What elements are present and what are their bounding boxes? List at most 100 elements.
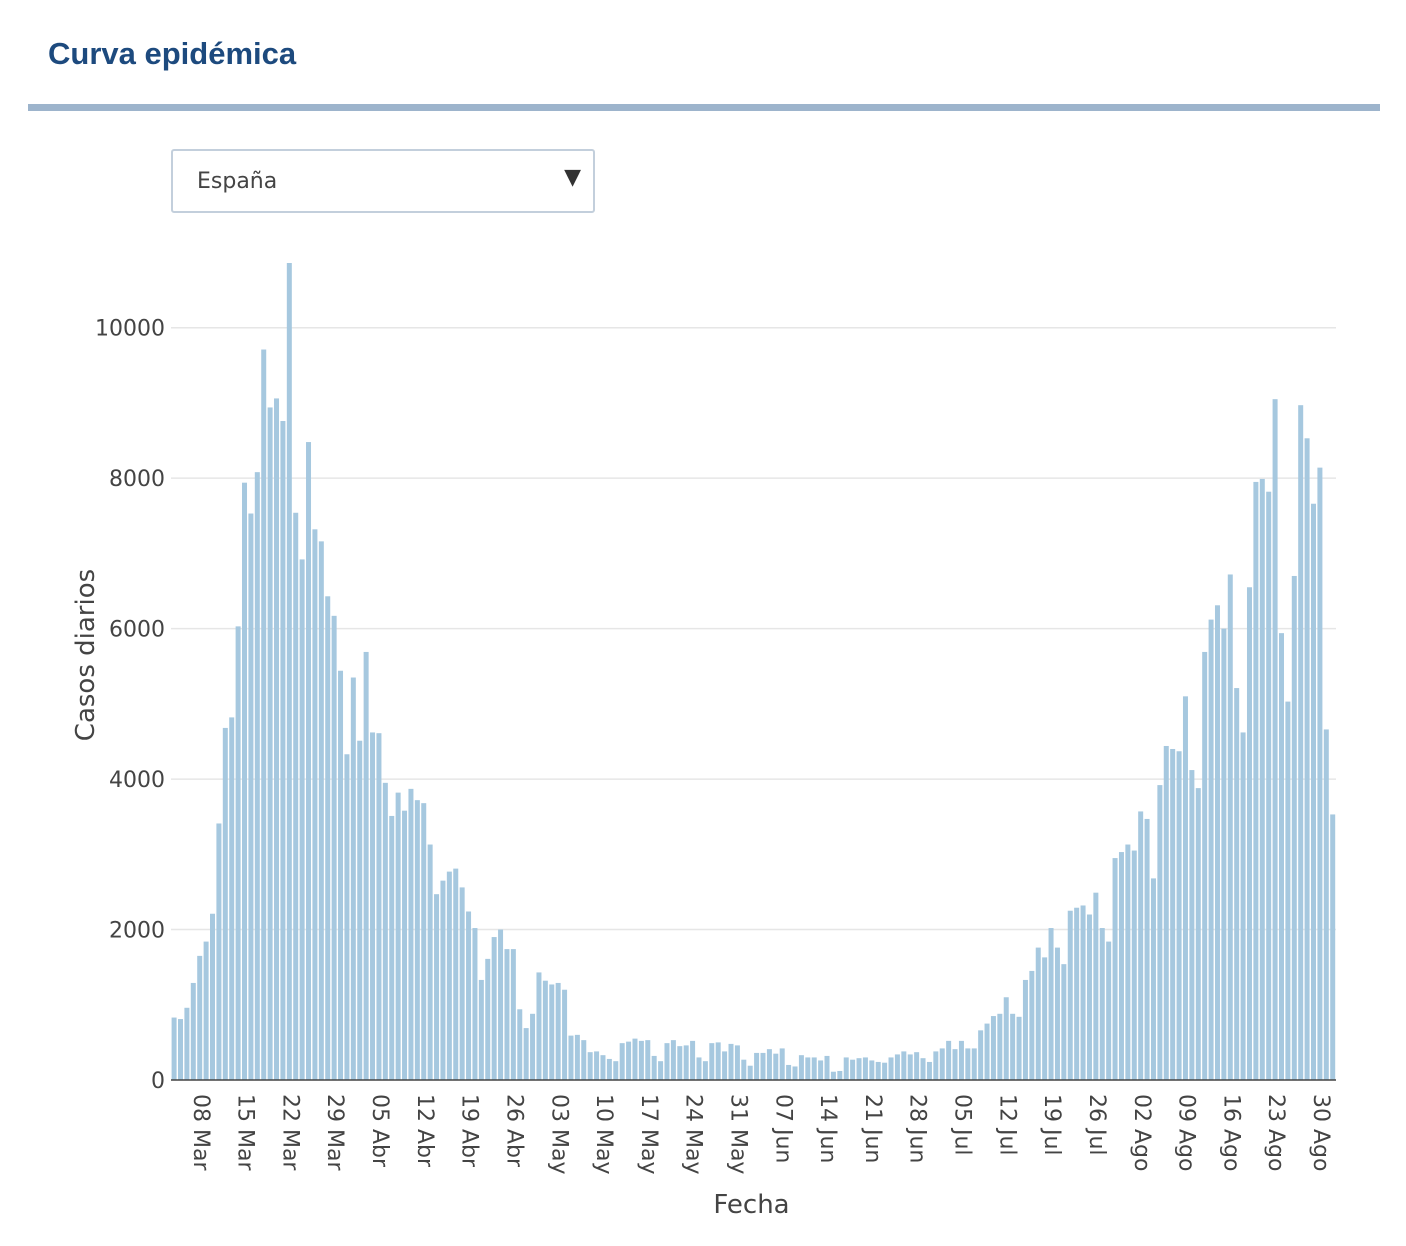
bar: [798, 1055, 804, 1080]
bar: [1054, 947, 1060, 1080]
bar: [1330, 814, 1336, 1080]
bar: [408, 788, 414, 1080]
x-tick-label: 10 May: [591, 1094, 616, 1174]
bar: [587, 1052, 593, 1080]
bar: [1061, 964, 1067, 1080]
bar: [728, 1043, 734, 1080]
bar: [830, 1071, 836, 1080]
bar: [811, 1057, 817, 1080]
bar: [613, 1061, 619, 1080]
bar: [427, 844, 433, 1080]
bar: [862, 1057, 868, 1080]
bar: [510, 949, 516, 1080]
bar: [229, 717, 235, 1080]
bar: [517, 1009, 523, 1080]
bar: [690, 1040, 696, 1080]
bar: [568, 1035, 574, 1080]
bar: [670, 1040, 676, 1080]
bar: [1182, 696, 1188, 1080]
bar: [997, 1013, 1003, 1080]
bar: [280, 420, 286, 1080]
x-tick-label: 19 Jul: [1039, 1094, 1064, 1156]
bar: [626, 1041, 632, 1080]
bar: [734, 1045, 740, 1080]
bar: [286, 263, 292, 1080]
bar: [1067, 910, 1073, 1080]
bar: [190, 982, 196, 1080]
bar: [222, 727, 228, 1080]
bar: [318, 541, 324, 1080]
bar: [1118, 852, 1124, 1080]
bar: [555, 982, 561, 1080]
bar: [178, 1019, 183, 1080]
bar: [805, 1057, 811, 1080]
bar: [658, 1061, 664, 1080]
x-tick-label: 26 Jul: [1084, 1094, 1109, 1156]
bar: [1202, 651, 1208, 1080]
bar: [459, 887, 465, 1080]
bar: [357, 740, 363, 1080]
bar: [1253, 481, 1259, 1080]
y-tick-label: 2000: [109, 919, 165, 944]
bar: [894, 1054, 900, 1080]
bar: [696, 1057, 702, 1080]
bar: [869, 1060, 875, 1080]
y-tick-label: 6000: [109, 618, 165, 643]
bar: [1042, 957, 1048, 1080]
bar: [1278, 633, 1284, 1080]
bar: [1259, 478, 1265, 1080]
bar: [952, 1049, 958, 1080]
bar: [888, 1057, 894, 1080]
bar: [754, 1052, 760, 1080]
bar: [933, 1051, 939, 1080]
bar: [747, 1065, 753, 1080]
bar: [370, 732, 376, 1080]
bar: [901, 1051, 907, 1080]
bar: [344, 754, 350, 1080]
bar: [1189, 770, 1195, 1080]
bar: [1246, 587, 1252, 1080]
bar: [1080, 905, 1086, 1080]
y-tick-label: 0: [151, 1069, 165, 1094]
bar: [1074, 907, 1080, 1080]
region-select[interactable]: España ▼: [171, 149, 595, 213]
bar: [376, 733, 382, 1080]
bar: [926, 1061, 932, 1080]
bar: [1214, 605, 1220, 1080]
y-axis-title: Casos diarios: [71, 569, 101, 741]
bar: [939, 1048, 945, 1080]
bar: [235, 626, 241, 1080]
bar: [600, 1055, 606, 1080]
bar: [1195, 788, 1201, 1080]
bar: [1138, 811, 1144, 1080]
x-tick-label: 23 Ago: [1263, 1094, 1288, 1171]
bar: [478, 979, 484, 1080]
y-tick-label: 4000: [109, 768, 165, 793]
bar: [677, 1046, 683, 1080]
x-tick-label: 22 Mar: [277, 1094, 302, 1171]
bar: [837, 1070, 843, 1080]
x-tick-label: 12 Jul: [994, 1094, 1019, 1156]
bar: [530, 1013, 536, 1080]
x-tick-label: 02 Ago: [1129, 1094, 1154, 1171]
bar: [715, 1042, 721, 1080]
bar: [1048, 928, 1054, 1080]
bar: [619, 1043, 625, 1080]
bar: [389, 815, 395, 1080]
x-tick-label: 12 Abr: [412, 1094, 437, 1168]
bar: [1266, 491, 1272, 1081]
x-tick-label: 07 Jun: [770, 1094, 795, 1163]
x-tick-label: 30 Ago: [1308, 1094, 1333, 1171]
bar: [606, 1058, 612, 1080]
bar: [1003, 997, 1009, 1080]
x-axis-title: Fecha: [713, 1190, 789, 1220]
bar: [766, 1049, 772, 1080]
bar: [843, 1057, 849, 1080]
x-tick-label: 16 Ago: [1218, 1094, 1243, 1171]
bar: [466, 911, 472, 1080]
bar: [702, 1061, 708, 1080]
bar: [171, 1017, 177, 1080]
bar: [1311, 503, 1316, 1080]
bar: [818, 1060, 824, 1080]
